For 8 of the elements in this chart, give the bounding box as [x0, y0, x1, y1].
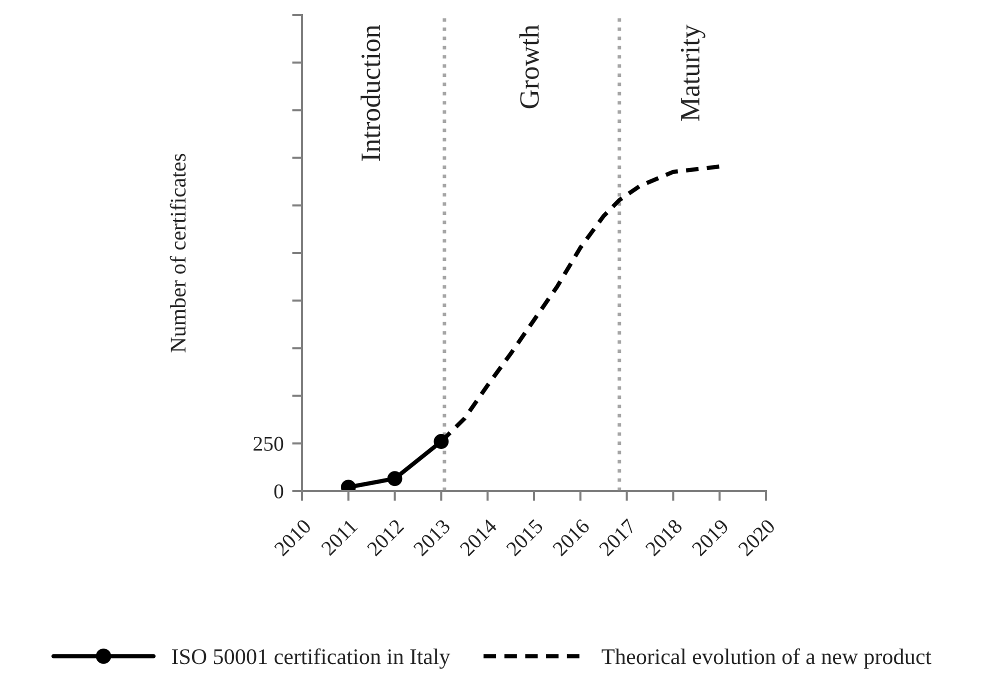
legend-label: ISO 50001 certification in Italy [172, 648, 450, 669]
y-tick-label: 0 [274, 484, 284, 498]
annotation: Maturity [680, 24, 706, 121]
y-axis-title: Number of certificates [170, 154, 186, 352]
y-tick-label: 250 [254, 436, 284, 451]
annotation: Introduction [360, 24, 380, 161]
annotation: Growth [519, 24, 539, 108]
legend-label: Theorical evolution of a new product [602, 648, 932, 669]
